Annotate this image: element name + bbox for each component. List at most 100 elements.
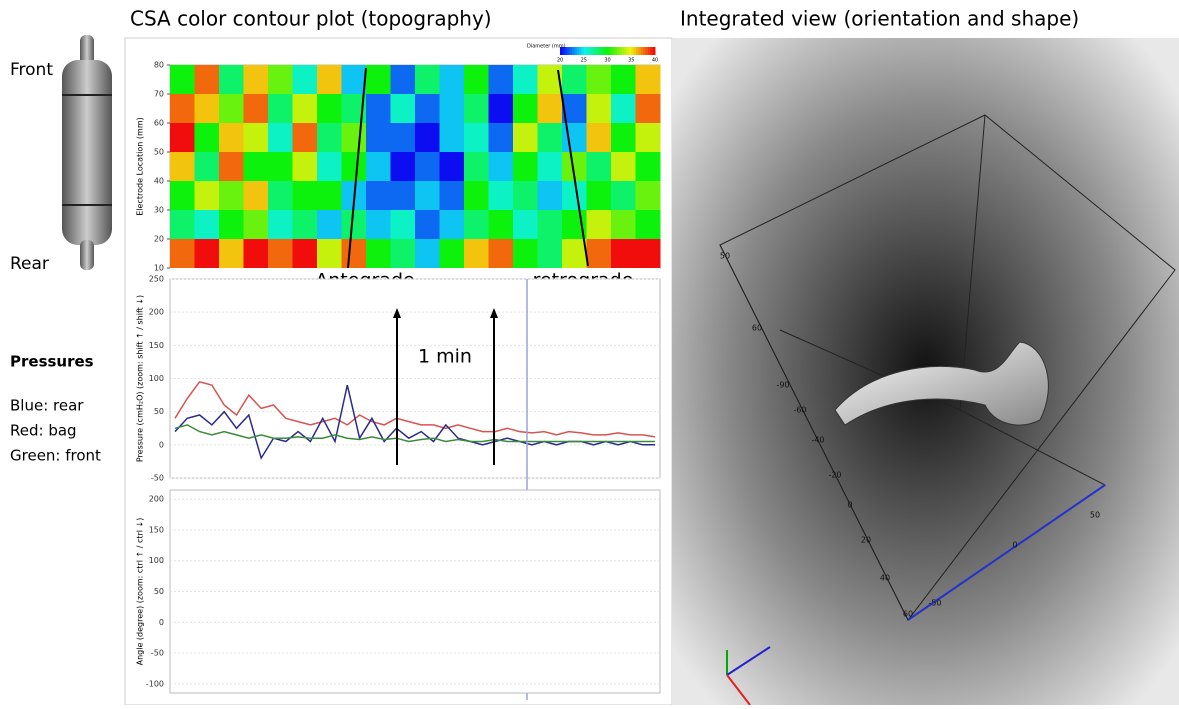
contour-cell — [391, 152, 416, 182]
contour-cell — [195, 152, 220, 182]
contour-cell — [464, 65, 489, 95]
contour-cell — [244, 239, 269, 269]
contour-cell — [342, 123, 367, 153]
contour-cell — [293, 152, 318, 182]
y-tick-label: -50 — [151, 649, 164, 658]
axis-label-3d: -60 — [793, 406, 806, 415]
contour-cell — [244, 123, 269, 153]
contour-cell — [195, 123, 220, 153]
y-axis-label: Pressure (cmH₂O) (zoom: shift ↑ / shift … — [136, 295, 145, 462]
contour-cell — [391, 65, 416, 95]
contour-cell — [538, 152, 563, 182]
probe — [62, 35, 112, 270]
colorbar-segment — [653, 47, 656, 55]
contour-cell — [244, 152, 269, 182]
y-axis-label: Electrode Location (mm) — [136, 117, 145, 216]
contour-cell — [513, 65, 538, 95]
contour-cell — [636, 210, 661, 240]
y-tick-label: 40 — [154, 177, 164, 186]
axis-label-3d: -20 — [828, 471, 841, 480]
y-tick-label: 0 — [159, 440, 164, 449]
contour-cell — [636, 181, 661, 211]
contour-cell — [293, 123, 318, 153]
contour-cell — [587, 65, 612, 95]
y-tick-label: 50 — [154, 407, 164, 416]
contour-cell — [562, 239, 587, 269]
contour-cell — [464, 123, 489, 153]
contour-cell — [636, 94, 661, 124]
y-tick-label: 60 — [154, 119, 164, 128]
contour-cell — [611, 239, 636, 269]
contour-cell — [317, 94, 342, 124]
contour-cell — [513, 181, 538, 211]
contour-cell — [415, 152, 440, 182]
contour-cell — [636, 152, 661, 182]
contour-cell — [489, 65, 514, 95]
contour-cell — [317, 239, 342, 269]
contour-cell — [415, 65, 440, 95]
contour-cell — [342, 65, 367, 95]
contour-cell — [636, 239, 661, 269]
left-title: CSA color contour plot (topography) — [130, 7, 492, 31]
contour-cell — [219, 65, 244, 95]
contour-cell — [170, 94, 195, 124]
axis-label-3d: 40 — [880, 574, 890, 583]
y-tick-label: -50 — [151, 474, 164, 483]
contour-cell — [366, 210, 391, 240]
contour-cell — [464, 181, 489, 211]
colorbar-tick-label: 30 — [604, 58, 610, 64]
contour-cell — [513, 239, 538, 269]
contour-cell — [538, 123, 563, 153]
contour-cell — [244, 94, 269, 124]
colorbar-tick-label: 35 — [628, 58, 634, 64]
contour-cell — [268, 239, 293, 269]
contour-cell — [219, 181, 244, 211]
contour-cell — [464, 239, 489, 269]
y-tick-label: 80 — [154, 61, 164, 70]
legend-item: Green: front — [10, 447, 101, 465]
page: Front Rear Pressures Blue: rear Red: bag… — [0, 0, 1179, 705]
rear-label: Rear — [10, 254, 49, 274]
contour-cell — [268, 94, 293, 124]
y-tick-label: 200 — [149, 495, 164, 504]
contour-cell — [268, 210, 293, 240]
contour-cell — [195, 181, 220, 211]
y-tick-label: 10 — [154, 264, 164, 273]
contour-cell — [587, 239, 612, 269]
axis-label-3d: -90 — [776, 381, 789, 390]
contour-cell — [538, 94, 563, 124]
contour-cell — [195, 239, 220, 269]
contour-cell — [293, 210, 318, 240]
y-tick-label: 150 — [149, 341, 164, 350]
contour-cell — [170, 152, 195, 182]
legend-item: Blue: rear — [10, 397, 84, 415]
contour-cell — [244, 181, 269, 211]
front-label: Front — [10, 60, 53, 80]
contour-cell — [562, 65, 587, 95]
contour-cell — [415, 94, 440, 124]
axis-label-3d: 20 — [861, 536, 871, 545]
contour-cell — [366, 94, 391, 124]
contour-cell — [513, 152, 538, 182]
contour-cell — [611, 65, 636, 95]
contour-cell — [415, 123, 440, 153]
contour-cell — [440, 210, 465, 240]
contour-cell — [562, 123, 587, 153]
contour-cell — [317, 152, 342, 182]
contour-cell — [440, 152, 465, 182]
contour-cell — [317, 65, 342, 95]
legend-heading: Pressures — [10, 353, 94, 371]
contour-cell — [611, 181, 636, 211]
contour-cell — [219, 210, 244, 240]
y-tick-label: 150 — [149, 525, 164, 534]
contour-cell — [342, 239, 367, 269]
contour-cell — [268, 123, 293, 153]
axis-label-3d: -50 — [928, 599, 941, 608]
contour-cell — [489, 123, 514, 153]
contour-cell — [611, 94, 636, 124]
contour-cell — [440, 123, 465, 153]
contour-cell — [538, 239, 563, 269]
contour-cell — [611, 123, 636, 153]
contour-cell — [440, 65, 465, 95]
contour-cell — [219, 94, 244, 124]
